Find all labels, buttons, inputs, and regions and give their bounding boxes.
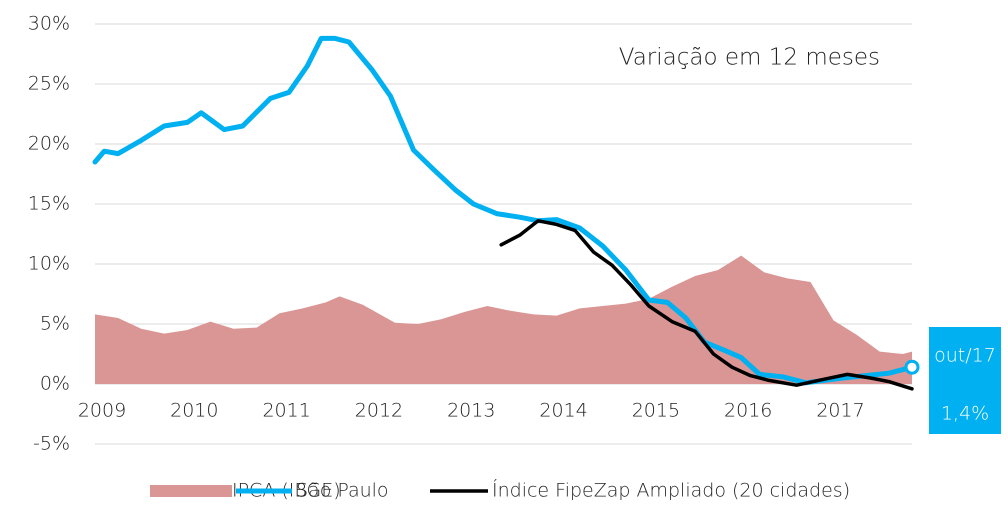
y-tick-label: 20% xyxy=(28,133,70,155)
y-tick-label: 30% xyxy=(28,13,70,35)
x-tick-label: 2016 xyxy=(724,400,772,422)
callout-box xyxy=(929,327,1001,434)
legend-label: Índice FipeZap Ampliado (20 cidades) xyxy=(492,479,850,502)
end-marker xyxy=(904,359,920,375)
y-tick-label: -5% xyxy=(33,433,70,455)
callout-date: out/17 xyxy=(934,345,996,367)
y-tick-label: 0% xyxy=(40,373,70,395)
line xyxy=(92,35,915,386)
callout-value: 1,4% xyxy=(941,403,989,425)
area xyxy=(95,255,912,384)
x-tick-label: 2015 xyxy=(632,400,680,422)
y-tick-label: 25% xyxy=(28,73,70,95)
y-tick-label: 5% xyxy=(40,313,70,335)
x-tick-label: 2012 xyxy=(355,400,403,422)
legend-label: São Paulo xyxy=(296,480,389,502)
annotation: Variação em 12 meses xyxy=(619,45,880,71)
x-tick-label: 2010 xyxy=(170,400,218,422)
y-tick-label: 10% xyxy=(28,253,70,275)
line xyxy=(499,219,914,391)
y-tick-label: 15% xyxy=(28,193,70,215)
legend-swatch xyxy=(150,485,232,497)
x-tick-label: 2017 xyxy=(816,400,864,422)
x-tick-label: 2014 xyxy=(539,400,587,422)
x-tick-label: 2013 xyxy=(447,400,495,422)
x-tick-label: 2009 xyxy=(78,400,126,422)
x-tick-label: 2011 xyxy=(262,400,310,422)
